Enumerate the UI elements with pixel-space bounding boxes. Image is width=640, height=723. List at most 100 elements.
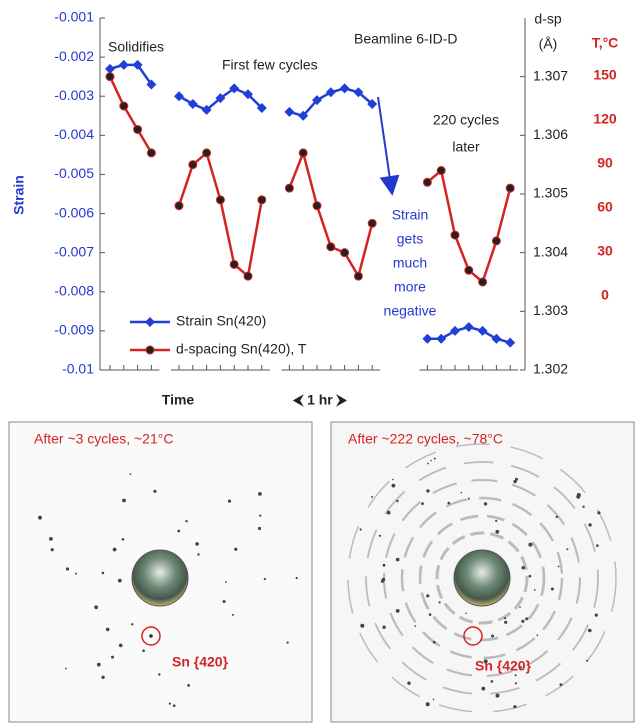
data-point bbox=[120, 102, 128, 110]
data-point bbox=[354, 272, 362, 280]
data-point bbox=[216, 196, 224, 204]
data-point bbox=[506, 184, 514, 192]
series-line bbox=[110, 65, 510, 343]
panel-title: After ~3 cycles, ~21°C bbox=[34, 431, 173, 447]
annotation: negative bbox=[384, 303, 437, 319]
y2-tick-label: 1.303 bbox=[533, 302, 568, 318]
y-tick-label: -0.01 bbox=[62, 361, 94, 377]
diffraction-spot bbox=[560, 683, 563, 686]
y2-tick-label: 1.304 bbox=[533, 243, 568, 259]
diffraction-spot bbox=[407, 682, 410, 685]
diffraction-spot bbox=[426, 489, 429, 492]
panel-label: Sn {420} bbox=[475, 658, 532, 674]
y2-axis-label: (Å) bbox=[539, 36, 558, 52]
diffraction-spot bbox=[111, 656, 114, 659]
diffraction-spot bbox=[119, 644, 123, 648]
diffraction-spot bbox=[387, 511, 391, 515]
y2-tick-label: 1.307 bbox=[533, 67, 568, 83]
diffraction-spot bbox=[426, 702, 430, 706]
diffraction-spot bbox=[106, 628, 110, 632]
diffraction-spot bbox=[102, 572, 105, 575]
diffraction-spot bbox=[360, 624, 364, 628]
y-tick-label: -0.007 bbox=[54, 243, 94, 259]
data-point bbox=[451, 231, 459, 239]
data-point bbox=[147, 149, 155, 157]
diffraction-spot bbox=[113, 548, 117, 552]
y3-axis-label: T,°C bbox=[592, 35, 619, 51]
diffraction-spot bbox=[513, 480, 516, 483]
data-point bbox=[436, 334, 446, 344]
diffraction-spot bbox=[223, 600, 226, 603]
diffraction-spot bbox=[177, 530, 180, 533]
diffraction-spot bbox=[586, 660, 588, 662]
diffraction-spot bbox=[66, 567, 69, 570]
diffraction-spot bbox=[504, 621, 507, 624]
data-point bbox=[134, 125, 142, 133]
diffraction-spot bbox=[65, 668, 67, 670]
arrow bbox=[378, 97, 391, 186]
beamstop bbox=[454, 550, 510, 606]
annotation: Beamline 6-ID-D bbox=[354, 31, 457, 47]
legend-marker bbox=[145, 317, 155, 327]
diffraction-spot bbox=[588, 523, 591, 526]
data-point bbox=[326, 87, 336, 97]
legend-label: Strain Sn(420) bbox=[176, 313, 266, 329]
time-scale-note: ⮜ 1 hr ⮞ bbox=[292, 392, 347, 408]
diffraction-spot bbox=[495, 530, 499, 534]
diffraction-spot bbox=[433, 641, 436, 644]
diffraction-spot bbox=[468, 498, 470, 500]
diffraction-spot bbox=[528, 543, 532, 547]
panel-title: After ~222 cycles, ~78°C bbox=[348, 431, 503, 447]
diffraction-spot bbox=[264, 578, 266, 580]
diffraction-spot bbox=[515, 682, 517, 684]
y3-tick-label: 30 bbox=[597, 243, 613, 259]
data-point bbox=[492, 237, 500, 245]
diffraction-spot bbox=[379, 535, 381, 537]
diffraction-spot bbox=[537, 634, 539, 636]
diffraction-spot bbox=[158, 673, 160, 675]
data-point bbox=[258, 196, 266, 204]
diffraction-spot bbox=[426, 594, 429, 597]
data-point bbox=[450, 326, 460, 336]
diffraction-spot bbox=[381, 579, 384, 582]
data-point bbox=[464, 322, 474, 332]
diffraction-spot bbox=[465, 613, 467, 615]
y3-tick-label: 120 bbox=[593, 111, 617, 127]
data-point bbox=[340, 83, 350, 93]
diffraction-spot bbox=[225, 581, 227, 583]
diffraction-spot bbox=[519, 606, 521, 608]
annotation: gets bbox=[397, 231, 423, 247]
diffraction-spot bbox=[434, 458, 436, 460]
diffraction-spot bbox=[439, 601, 441, 603]
diffraction-spot bbox=[149, 634, 153, 638]
data-point bbox=[341, 249, 349, 257]
y3-tick-label: 150 bbox=[593, 67, 617, 83]
y2-tick-label: 1.302 bbox=[533, 361, 568, 377]
data-point bbox=[230, 260, 238, 268]
diffraction-spot bbox=[118, 579, 122, 583]
diffraction-spot bbox=[597, 511, 600, 514]
diffraction-spot bbox=[122, 538, 125, 541]
diffraction-spot bbox=[287, 642, 289, 644]
diffraction-spot bbox=[187, 684, 190, 687]
data-point bbox=[479, 278, 487, 286]
diffraction-spot bbox=[296, 577, 298, 579]
data-point bbox=[284, 107, 294, 117]
legend-marker bbox=[146, 346, 154, 354]
diffraction-spot bbox=[515, 674, 517, 676]
annotation-group: Strain gets much more negative bbox=[384, 207, 437, 319]
y-tick-label: -0.009 bbox=[54, 322, 94, 338]
panel-label: Sn {420} bbox=[172, 654, 229, 670]
diffraction-spot bbox=[525, 617, 528, 620]
diffraction-spot bbox=[232, 614, 234, 616]
data-point bbox=[491, 334, 501, 344]
y-tick-label: -0.008 bbox=[54, 282, 94, 298]
data-point bbox=[422, 334, 432, 344]
diffraction-spot bbox=[429, 613, 432, 616]
x-axis-label: Time bbox=[162, 392, 195, 408]
annotation: much bbox=[393, 255, 427, 271]
diffraction-spot bbox=[101, 676, 104, 679]
data-point bbox=[299, 149, 307, 157]
diffraction-spot bbox=[433, 699, 435, 701]
diffraction-spot bbox=[38, 516, 42, 520]
